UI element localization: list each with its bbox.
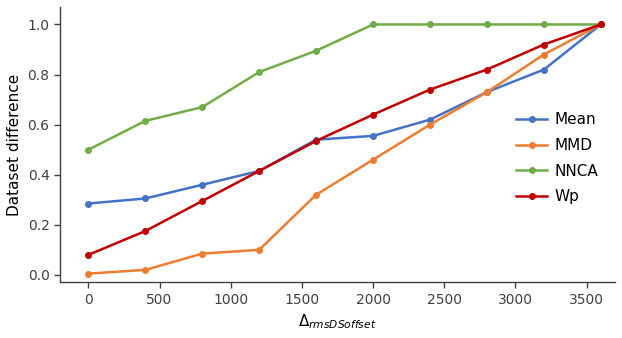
MMD bbox=[85, 272, 92, 276]
NNCA bbox=[597, 22, 605, 26]
Wp bbox=[540, 43, 547, 47]
Wp bbox=[369, 113, 377, 117]
Y-axis label: Dataset difference: Dataset difference bbox=[7, 74, 22, 216]
Wp bbox=[142, 229, 149, 233]
Mean bbox=[85, 201, 92, 206]
Wp bbox=[483, 68, 491, 72]
Mean bbox=[540, 68, 547, 72]
MMD bbox=[142, 268, 149, 272]
MMD bbox=[312, 193, 320, 197]
Mean bbox=[142, 196, 149, 200]
NNCA bbox=[426, 22, 434, 26]
Line: Mean: Mean bbox=[86, 22, 603, 206]
MMD bbox=[426, 123, 434, 127]
Wp bbox=[198, 199, 206, 203]
Wp bbox=[426, 88, 434, 92]
Mean bbox=[312, 138, 320, 142]
Wp bbox=[312, 139, 320, 143]
Mean bbox=[256, 169, 263, 173]
Wp bbox=[256, 169, 263, 173]
Mean bbox=[369, 134, 377, 138]
Line: NNCA: NNCA bbox=[86, 22, 603, 152]
MMD bbox=[198, 251, 206, 256]
NNCA bbox=[369, 22, 377, 26]
NNCA bbox=[483, 22, 491, 26]
NNCA bbox=[540, 22, 547, 26]
Mean bbox=[483, 90, 491, 94]
Mean bbox=[597, 22, 605, 26]
MMD bbox=[597, 22, 605, 26]
Line: MMD: MMD bbox=[86, 22, 603, 276]
Wp bbox=[597, 22, 605, 26]
Wp bbox=[85, 253, 92, 257]
MMD bbox=[483, 90, 491, 94]
NNCA bbox=[142, 119, 149, 123]
MMD bbox=[256, 248, 263, 252]
Legend: Mean, MMD, NNCA, Wp: Mean, MMD, NNCA, Wp bbox=[507, 103, 608, 214]
NNCA bbox=[198, 105, 206, 109]
MMD bbox=[369, 158, 377, 162]
NNCA bbox=[256, 70, 263, 74]
NNCA bbox=[312, 49, 320, 53]
Mean bbox=[426, 118, 434, 122]
NNCA bbox=[85, 148, 92, 152]
MMD bbox=[540, 52, 547, 56]
X-axis label: $\Delta_{\mathit{rmsDSoffset}}$: $\Delta_{\mathit{rmsDSoffset}}$ bbox=[298, 312, 377, 331]
Line: Wp: Wp bbox=[86, 22, 603, 258]
Mean bbox=[198, 183, 206, 187]
